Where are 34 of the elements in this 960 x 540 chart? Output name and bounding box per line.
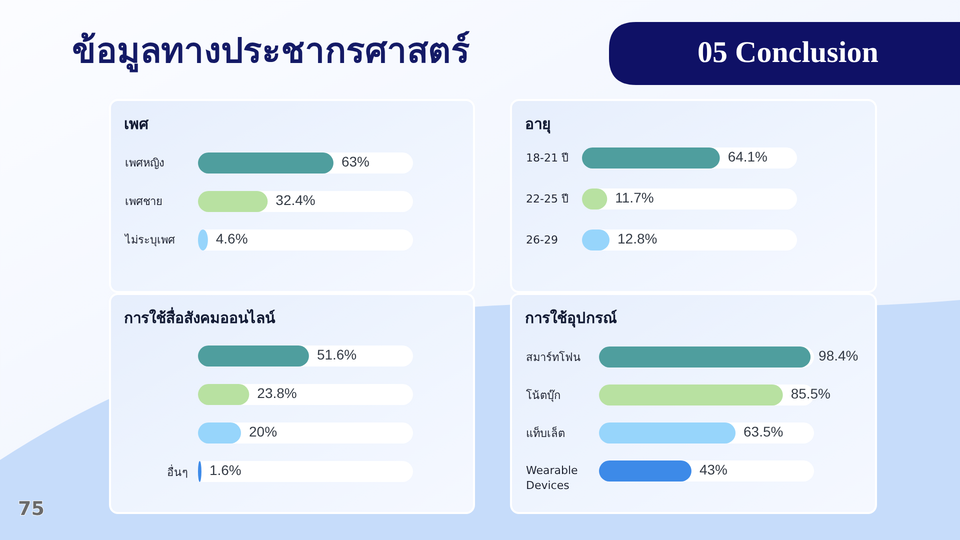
category-label: Wearable Devices (526, 464, 578, 492)
annotation: 75 (18, 498, 44, 520)
value-label: 64.1% (728, 148, 768, 165)
category-label: เพศหญิง (125, 156, 164, 170)
value-label: 11.7% (615, 190, 654, 206)
category-label: 26-29 (526, 234, 558, 246)
value-label: 63% (341, 154, 370, 170)
bar (198, 384, 250, 405)
value-label: 4.6% (216, 230, 248, 247)
category-label: 18-21 ปี (526, 152, 568, 164)
category-label: อื่นๆ (167, 466, 188, 479)
category-label: โน้ตบุ๊ก (526, 389, 561, 402)
value-label: 98.4% (818, 348, 858, 364)
title: ข้อมูลทางประชากรศาสตร์ (72, 32, 470, 72)
bar (198, 422, 241, 444)
category-label: 22-25 ปี (526, 192, 568, 206)
title: เพศ (124, 115, 149, 134)
title: การใช้อุปกรณ์ (525, 309, 617, 328)
category-label: สมาร์ทโฟน (526, 351, 581, 364)
value-label: 12.8% (618, 230, 658, 247)
value-label: 85.5% (790, 386, 831, 402)
value-label: 1.6% (209, 462, 242, 478)
value-label: 32.4% (276, 192, 316, 208)
value-label: 51.6% (316, 346, 357, 363)
annotation: 05 Conclusion (698, 36, 878, 69)
category-label: ไม่ระบุเพศ (125, 234, 175, 246)
value-label: 23.8% (257, 385, 297, 402)
category-label: แท็บเล็ต (526, 427, 565, 440)
value-label: 20% (249, 424, 278, 440)
title: การใช้สื่อสังคมออนไลน์ (124, 309, 275, 328)
value-label: 63.5% (744, 424, 784, 440)
value-label: 43% (699, 462, 728, 478)
category-label: เพศชาย (125, 195, 162, 208)
title: อายุ (525, 115, 551, 134)
